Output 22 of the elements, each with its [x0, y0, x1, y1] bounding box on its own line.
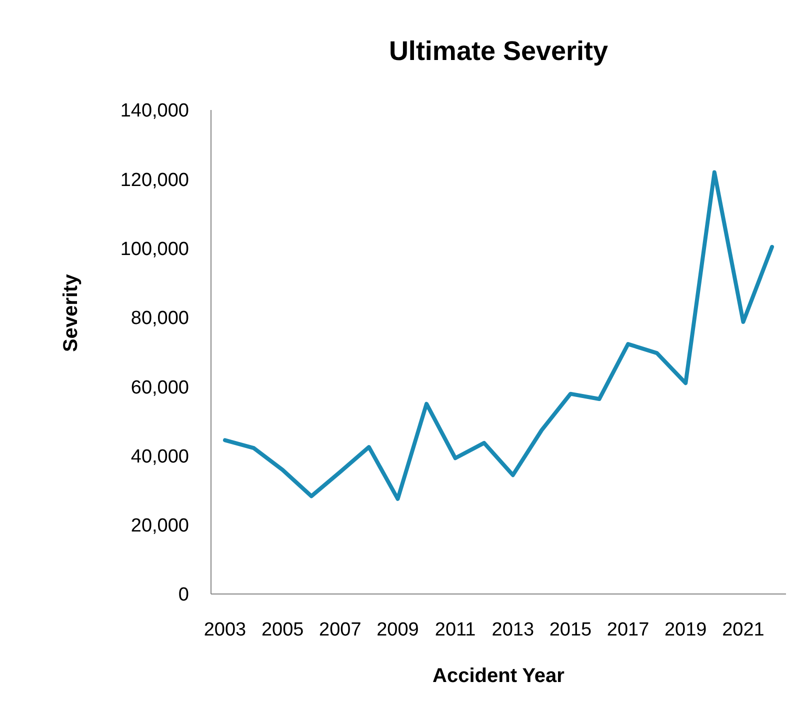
y-tick-label: 0 [178, 584, 189, 606]
y-tick-label: 120,000 [120, 170, 189, 191]
x-tick-label: 2005 [261, 619, 304, 640]
x-tick-label: 2021 [722, 619, 764, 640]
x-tick-label: 2017 [606, 619, 650, 640]
x-tick-label: 2011 [434, 619, 476, 640]
x-tick-label: 2013 [492, 619, 534, 640]
chart-title: Ultimate Severity [388, 36, 610, 67]
x-tick-label: 2009 [376, 619, 419, 640]
y-tick-label: 40,000 [130, 446, 189, 468]
y-axis-title: Severity [60, 273, 82, 352]
y-tick-label: 80,000 [130, 308, 189, 330]
y-tick-label: 100,000 [120, 239, 189, 260]
x-tick-label: 2003 [204, 619, 246, 640]
y-tick-label: 140,000 [120, 100, 189, 122]
line-series [223, 170, 774, 501]
x-tick-label: 2019 [664, 619, 707, 640]
y-tick-label: 20,000 [130, 516, 189, 537]
x-tick-label: 2007 [319, 619, 362, 640]
x-tick-label: 2015 [549, 619, 592, 640]
x-axis-title: Accident Year [432, 665, 565, 687]
y-tick-label: 60,000 [130, 377, 189, 398]
